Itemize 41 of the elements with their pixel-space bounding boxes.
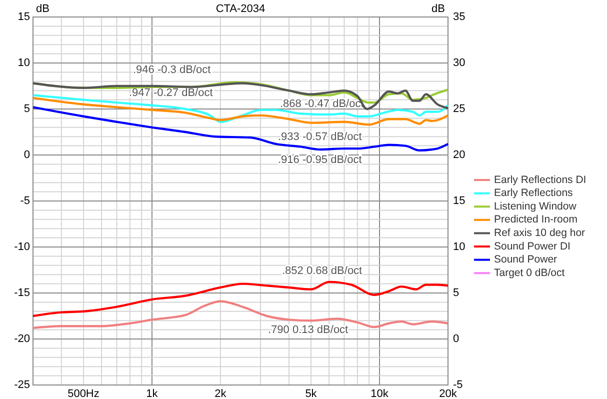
y-tick-label: 5 [24,102,30,115]
x-tick-label: 1k [146,388,158,399]
x-tick-label: 5k [305,388,318,399]
legend-label: Early Reflections [494,187,573,200]
y-tick-label: -10 [14,240,30,253]
annotation: .916 -0.95 dB/oct [278,154,362,166]
y2-tick-label: 35 [453,10,466,23]
legend-label: Predicted In-room [494,214,578,226]
y2-axis-title: dB [432,3,445,15]
annotation: .790 0.13 dB/oct [268,324,348,336]
legend-label: Sound Power DI [494,240,570,252]
y2-tick-label: 5 [453,286,460,299]
y2-tick-label: 25 [453,102,466,115]
annotation: .947 -0.27 dB/oct [129,86,213,99]
legend-label: Target 0 dB/oct [494,266,565,279]
y-tick-label: -15 [14,286,30,299]
annotation: .852 0.68 dB/oct [282,264,362,277]
annotation: .946 -0.3 dB/oct [133,64,211,76]
legend-label: Ref axis 10 deg hor [494,226,586,239]
legend-label: Sound Power [494,254,558,266]
x-tick-label: 2k [214,388,227,399]
x-tick-label: 20k [439,388,458,399]
y2-tick-label: 0 [453,332,460,345]
y2-tick-label: 30 [453,56,466,69]
y-tick-label: 15 [18,10,30,23]
x-tick-label: 500Hz [68,388,100,399]
y2-tick-label: 15 [453,194,466,207]
y-tick-label: -20 [14,332,30,345]
y2-tick-label: -5 [453,378,463,391]
y-tick-label: 0 [24,148,30,161]
y-axis-title: dB [36,3,50,15]
legend-label: Early Reflections DI [494,174,586,186]
y2-tick-label: 10 [453,240,466,253]
annotation: .933 -0.57 dB/oct [278,130,362,143]
y-tick-label: -25 [14,378,30,391]
y2-tick-label: 20 [453,148,466,161]
chart-title: CTA-2034 [216,3,266,15]
x-tick-label: 10k [370,388,389,399]
y-tick-label: -5 [20,194,30,207]
y-tick-label: 10 [18,56,30,69]
legend-label: Listening Window [494,200,577,212]
